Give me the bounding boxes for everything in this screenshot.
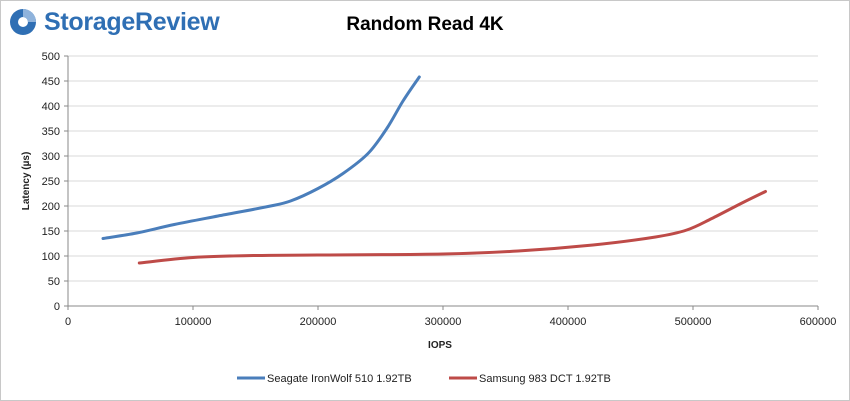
x-tick-label: 100000 [175, 316, 212, 328]
y-axis-ticks: 0 50 100 150 200 250 300 350 400 450 500 [42, 51, 68, 313]
y-tick-label: 450 [42, 76, 60, 88]
y-axis-label: Latency (µs) [21, 152, 32, 211]
chart-title: Random Read 4K [346, 14, 504, 35]
series-lines [101, 75, 767, 265]
storagereview-disc-icon [10, 9, 36, 35]
y-tick-label: 100 [42, 251, 60, 263]
legend: Seagate IronWolf 510 1.92TB Samsung 983 D… [237, 373, 611, 385]
series-line-seagate-ironwolf-510-1-92tb [101, 75, 421, 240]
y-tick-label: 250 [42, 176, 60, 188]
x-tick-label: 400000 [550, 316, 587, 328]
x-axis-ticks: 0 100000 200000 300000 400000 500000 600000 [65, 306, 836, 328]
x-tick-label: 200000 [300, 316, 337, 328]
gridlines [68, 55, 818, 282]
x-tick-label: 300000 [425, 316, 462, 328]
legend-label: Samsung 983 DCT 1.92TB [479, 373, 611, 385]
y-tick-label: 350 [42, 126, 60, 138]
legend-label: Seagate IronWolf 510 1.92TB [267, 373, 412, 385]
x-tick-label: 600000 [800, 316, 837, 328]
series-line-samsung-983-dct-1-92tb [137, 190, 767, 265]
y-tick-label: 0 [54, 301, 60, 313]
x-axis-label: IOPS [428, 340, 452, 351]
brand-name: StorageReview [44, 7, 220, 36]
y-tick-label: 150 [42, 226, 60, 238]
x-tick-label: 0 [65, 316, 71, 328]
brand-logo: StorageReview [8, 4, 220, 40]
y-tick-label: 50 [48, 276, 60, 288]
y-tick-label: 400 [42, 101, 60, 113]
y-tick-label: 300 [42, 151, 60, 163]
y-tick-label: 500 [42, 51, 60, 63]
x-tick-label: 500000 [675, 316, 712, 328]
y-tick-label: 200 [42, 201, 60, 213]
